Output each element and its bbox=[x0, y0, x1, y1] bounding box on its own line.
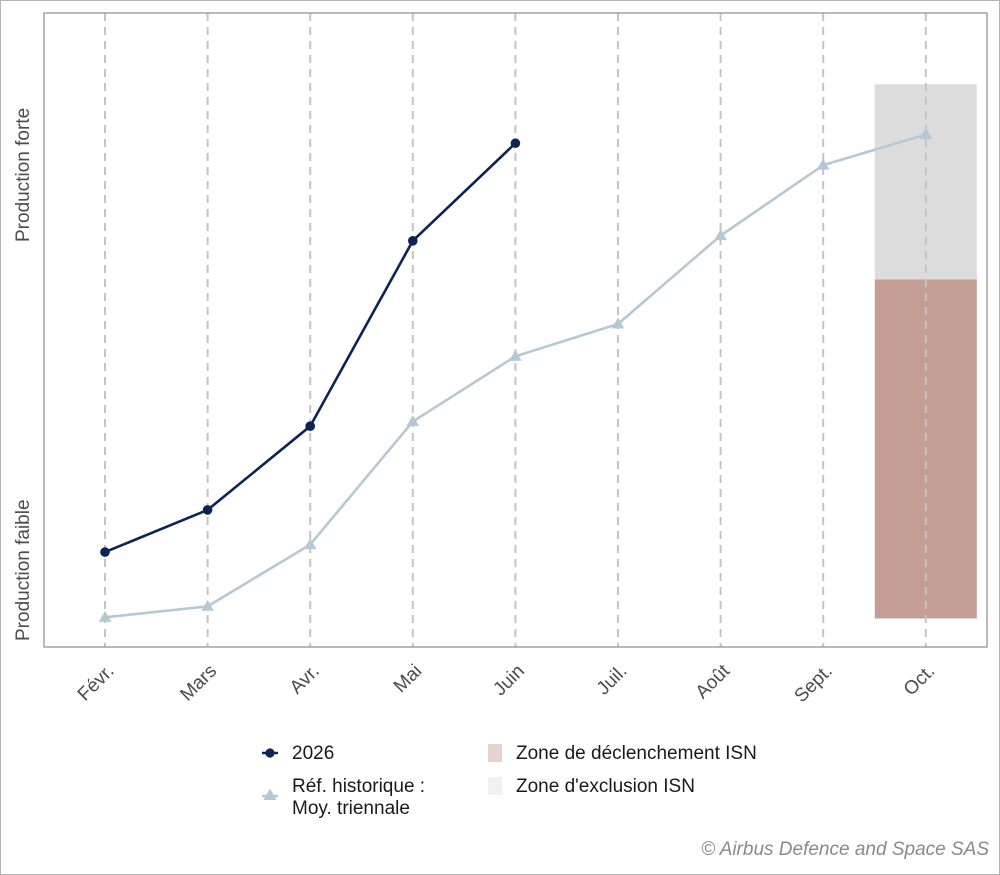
plot-border bbox=[43, 12, 988, 648]
series-1-point-4 bbox=[509, 349, 522, 361]
series-1-point-7 bbox=[816, 158, 830, 170]
series-1-point-0 bbox=[98, 610, 112, 622]
series-1-point-2 bbox=[303, 538, 317, 550]
series-1-point-8 bbox=[919, 128, 933, 140]
series-1-point-5 bbox=[611, 317, 625, 329]
copyright-notice: © Airbus Defence and Space SAS bbox=[701, 839, 989, 860]
x-tick-label-7: Sept. bbox=[791, 661, 837, 707]
x-tick-label-1: Mars bbox=[176, 661, 221, 706]
x-tick-label-5: Juil. bbox=[593, 661, 632, 700]
x-tick-label-8: Oct. bbox=[900, 661, 939, 700]
series-0-point-3 bbox=[408, 236, 418, 246]
x-tick-label-0: Févr. bbox=[74, 661, 119, 706]
x-tick-label-6: Août bbox=[692, 660, 735, 703]
series-0-point-1 bbox=[202, 505, 213, 515]
series-1-point-6 bbox=[714, 229, 727, 241]
x-tick-label-2: Avr. bbox=[286, 661, 324, 699]
x-tick-label-4: Juin bbox=[489, 661, 528, 700]
x-tick-label-3: Mai bbox=[390, 661, 427, 698]
series-0-point-2 bbox=[305, 421, 316, 431]
ylabel-low: Production faible bbox=[13, 499, 34, 641]
series-0-point-0 bbox=[100, 547, 110, 557]
series-0-point-4 bbox=[510, 138, 521, 149]
series-1-point-1 bbox=[201, 599, 214, 611]
ylabel-high: Production forte bbox=[13, 108, 34, 242]
series-1-point-3 bbox=[406, 415, 420, 427]
